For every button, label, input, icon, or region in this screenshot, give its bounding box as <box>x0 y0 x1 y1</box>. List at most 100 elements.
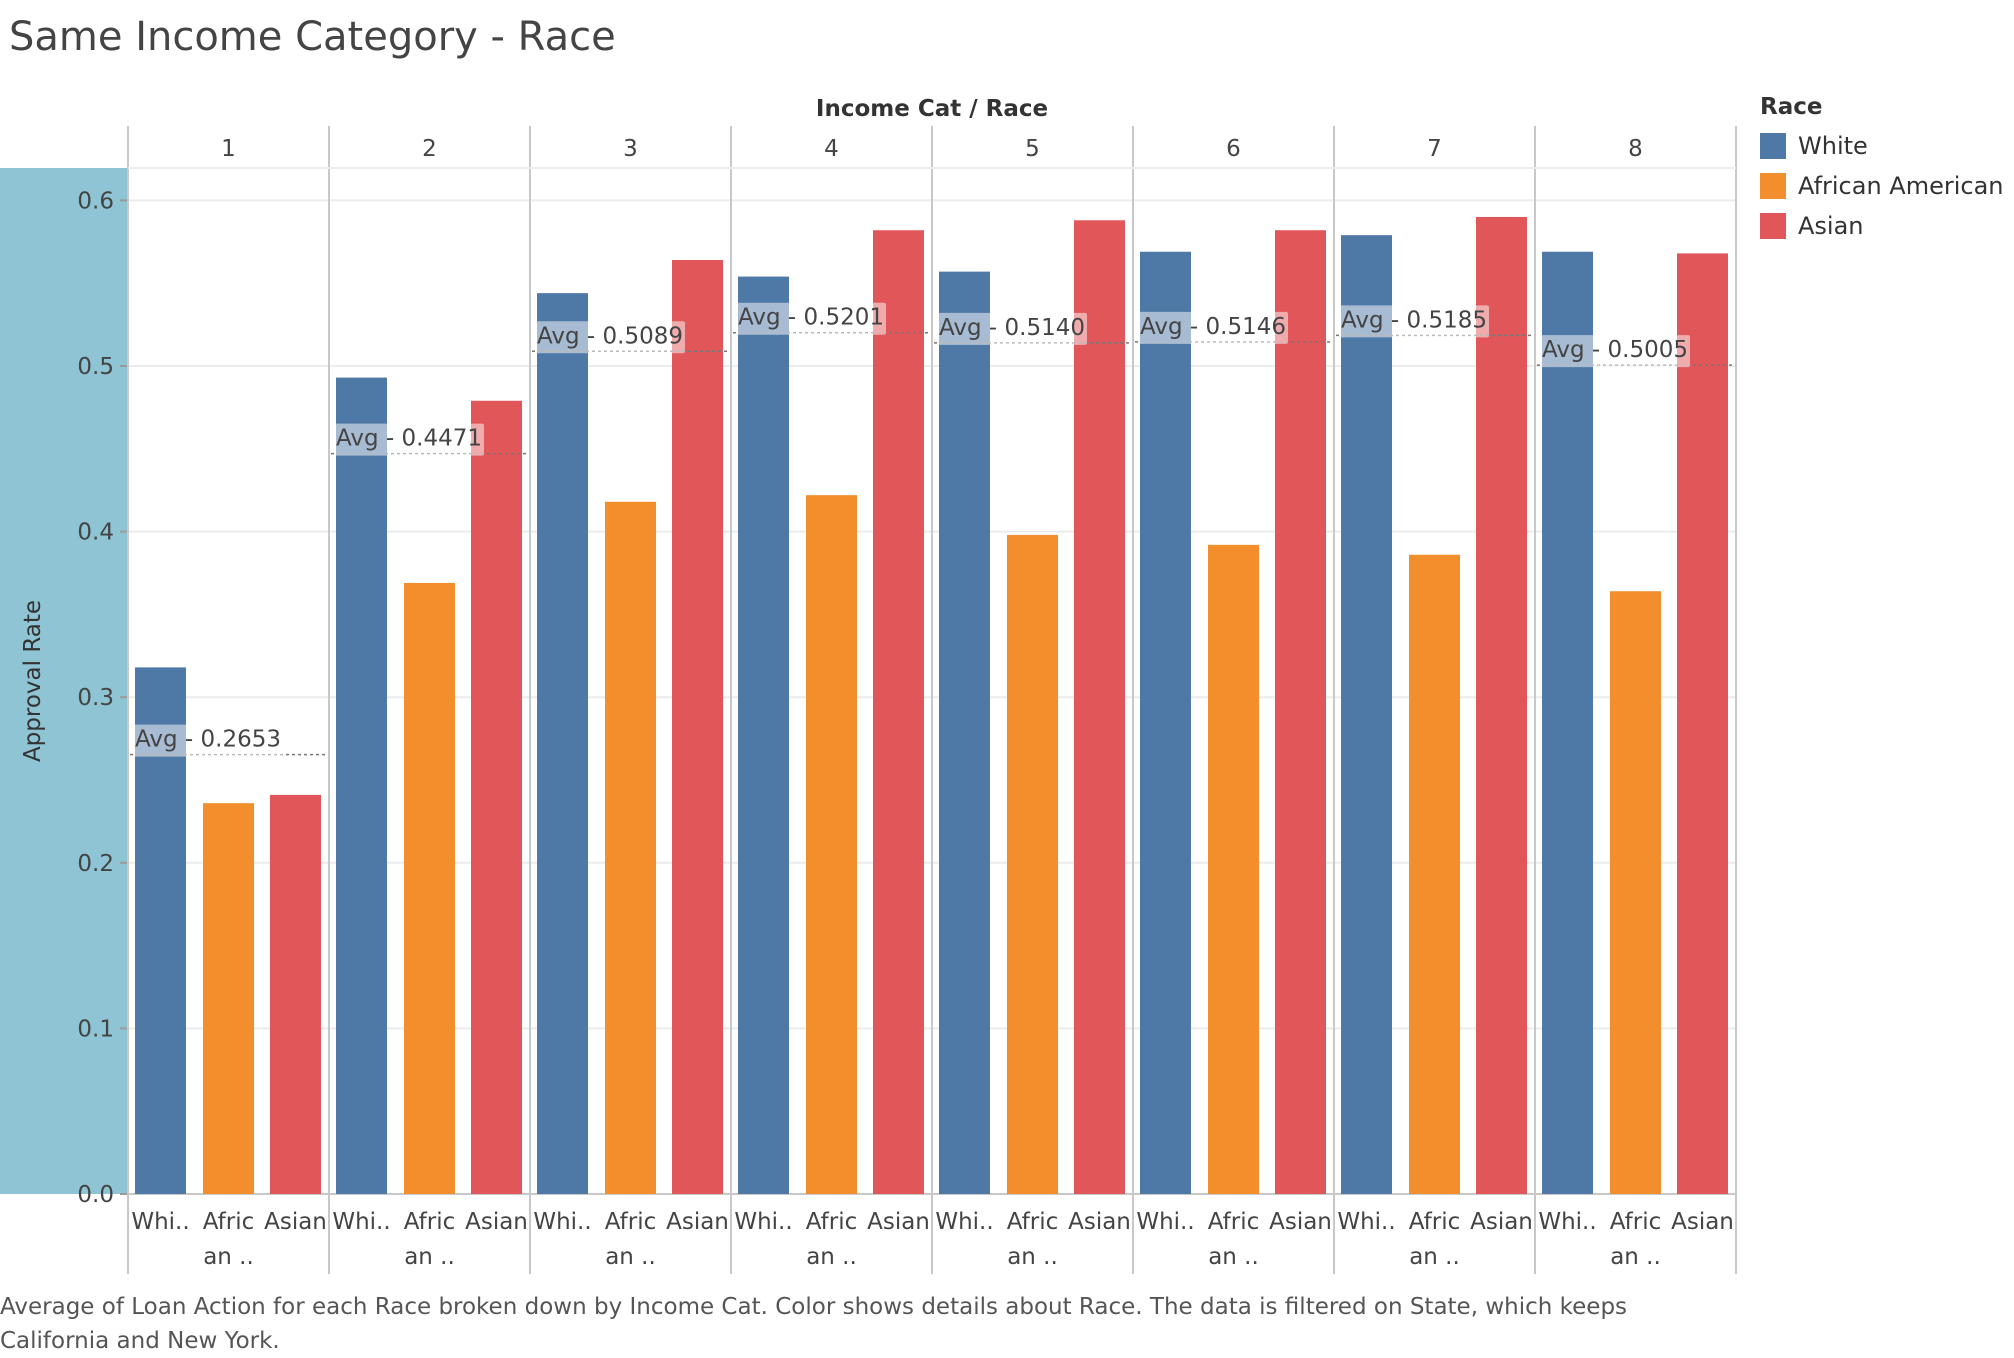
bar <box>471 400 522 1194</box>
bar <box>1275 230 1326 1194</box>
race-tick-label: Afric <box>203 1209 255 1235</box>
race-tick-label: Afric <box>1208 1209 1260 1235</box>
chart-title: Same Income Category - Race <box>9 14 616 60</box>
average-label: Avg - 0.2653 <box>135 727 281 753</box>
legend-item[interactable]: Asian <box>1760 206 2004 246</box>
bar <box>336 377 387 1194</box>
bar <box>1542 251 1593 1195</box>
race-tick-label: Whi.. <box>1337 1209 1395 1235</box>
average-label-bg <box>133 724 283 757</box>
average-label: Avg - 0.5146 <box>1140 314 1286 340</box>
average-label-bg <box>736 302 886 335</box>
bar <box>1074 220 1125 1195</box>
average-label-bg <box>535 321 685 354</box>
average-label: Avg - 0.4471 <box>336 426 482 452</box>
race-tick-label: Asian <box>867 1209 930 1235</box>
legend[interactable]: Race White African American Asian <box>1760 94 2004 246</box>
race-tick-label: an .. <box>404 1244 455 1270</box>
average-label: Avg - 0.5005 <box>1542 337 1688 363</box>
group-label: 6 <box>1226 136 1241 162</box>
race-tick-label: Asian <box>264 1209 327 1235</box>
race-tick-label: Asian <box>1269 1209 1332 1235</box>
y-tick-label: 0.4 <box>77 520 114 546</box>
race-tick-label: Afric <box>1409 1209 1461 1235</box>
y-tick-label: 0.2 <box>77 851 114 877</box>
bar <box>537 293 588 1194</box>
bar <box>1007 534 1058 1194</box>
race-tick-label: Asian <box>465 1209 528 1235</box>
legend-swatch <box>1760 133 1786 159</box>
legend-label: African American <box>1798 172 2004 200</box>
race-tick-label: an .. <box>806 1244 857 1270</box>
bar <box>1677 253 1728 1195</box>
legend-swatch <box>1760 173 1786 199</box>
average-label-bg <box>334 423 484 456</box>
race-tick-label: Afric <box>404 1209 456 1235</box>
y-tick-label: 0.5 <box>77 354 114 380</box>
group-label: 3 <box>623 136 638 162</box>
bar <box>1140 251 1191 1195</box>
bar <box>1610 591 1661 1194</box>
bar <box>939 271 990 1194</box>
average-label-bg <box>937 312 1087 345</box>
group-label: 7 <box>1427 136 1442 162</box>
average-label-bg <box>1339 305 1489 338</box>
race-tick-label: Whi.. <box>1136 1209 1194 1235</box>
bar <box>1208 544 1259 1194</box>
legend-swatch <box>1760 213 1786 239</box>
average-label-bg <box>1138 311 1288 344</box>
bar <box>270 794 321 1194</box>
race-tick-label: Whi.. <box>734 1209 792 1235</box>
y-tick-label: 0.0 <box>77 1182 114 1208</box>
race-tick-label: an .. <box>203 1244 254 1270</box>
legend-title: Race <box>1760 94 1823 120</box>
column-header: Income Cat / Race <box>816 96 1048 122</box>
bar-chart: Approval Rate Income Cat / Race 0.0 0.1 0.2 0… <box>0 96 1737 1274</box>
group-label: 2 <box>422 136 437 162</box>
bar <box>605 501 656 1194</box>
legend-items: White African American Asian <box>1760 126 2004 246</box>
bar <box>404 582 455 1194</box>
bar <box>738 276 789 1194</box>
race-tick-label: Whi.. <box>1538 1209 1596 1235</box>
race-tick-label: Whi.. <box>533 1209 591 1235</box>
y-tick-label: 0.1 <box>77 1016 114 1042</box>
race-tick-label: Whi.. <box>935 1209 993 1235</box>
average-label-bg <box>1540 335 1690 368</box>
legend-item[interactable]: African American <box>1760 166 2004 206</box>
race-tick-label: an .. <box>1409 1244 1460 1270</box>
group-label: 4 <box>824 136 839 162</box>
race-tick-label: an .. <box>1610 1244 1661 1270</box>
average-label: Avg - 0.5185 <box>1341 307 1487 333</box>
race-tick-label: an .. <box>1208 1244 1259 1270</box>
bar <box>672 260 723 1194</box>
caption: Average of Loan Action for each Race bro… <box>0 1294 1628 1354</box>
y-axis-panel <box>0 168 128 1194</box>
bar <box>1476 216 1527 1194</box>
race-tick-label: Asian <box>1671 1209 1734 1235</box>
race-tick-label: an .. <box>605 1244 656 1270</box>
race-tick-label: Afric <box>605 1209 657 1235</box>
bar <box>1341 235 1392 1194</box>
legend-label: White <box>1798 132 1868 160</box>
group-label: 5 <box>1025 136 1040 162</box>
group-label: 1 <box>221 136 236 162</box>
race-tick-label: Afric <box>1610 1209 1662 1235</box>
bar <box>806 495 857 1195</box>
y-tick-label: 0.6 <box>77 188 114 214</box>
race-tick-label: Afric <box>806 1209 858 1235</box>
average-label: Avg - 0.5140 <box>939 315 1085 341</box>
race-tick-label: Whi.. <box>131 1209 189 1235</box>
y-tick-label: 0.3 <box>77 685 114 711</box>
race-tick-label: Asian <box>666 1209 729 1235</box>
bar <box>1409 554 1460 1194</box>
race-tick-label: Whi.. <box>332 1209 390 1235</box>
average-label: Avg - 0.5201 <box>738 305 884 331</box>
race-tick-label: an .. <box>1007 1244 1058 1270</box>
legend-label: Asian <box>1798 212 1864 240</box>
group-label: 8 <box>1628 136 1643 162</box>
race-tick-label: Afric <box>1007 1209 1059 1235</box>
bar <box>873 230 924 1194</box>
race-tick-label: Asian <box>1470 1209 1533 1235</box>
legend-item[interactable]: White <box>1760 126 2004 166</box>
